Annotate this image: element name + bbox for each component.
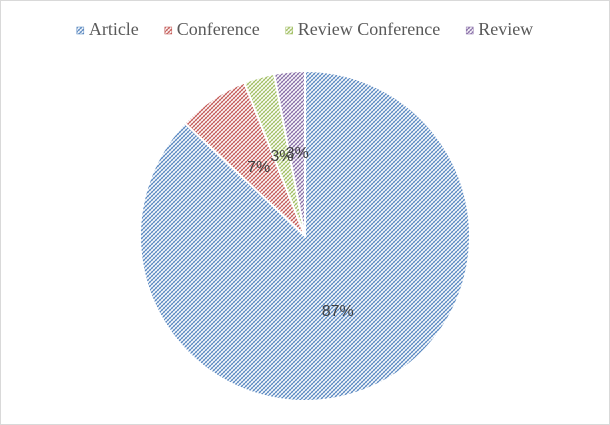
legend-item: Review Conference <box>285 19 440 39</box>
legend-text: Conference <box>177 19 260 39</box>
legend-text: Article <box>89 19 139 39</box>
legend-item: Conference <box>164 19 260 39</box>
legend-text: Review Conference <box>298 19 440 39</box>
legend-item: Review <box>465 19 533 39</box>
legend-text: Review <box>478 19 533 39</box>
legend-marker <box>285 26 294 35</box>
legend-marker <box>76 26 85 35</box>
pie: 87%7%3%3% <box>139 69 471 402</box>
legend-marker <box>465 26 474 35</box>
legend: Article Conference Review Conference Review <box>76 19 533 39</box>
data-label: 3% <box>286 145 309 162</box>
pie-slice <box>272 69 306 237</box>
legend-marker <box>164 26 173 35</box>
data-label: 87% <box>322 303 354 320</box>
data-label: 3% <box>270 148 293 165</box>
legend-item: Article <box>76 19 139 39</box>
data-label: 7% <box>247 159 270 176</box>
